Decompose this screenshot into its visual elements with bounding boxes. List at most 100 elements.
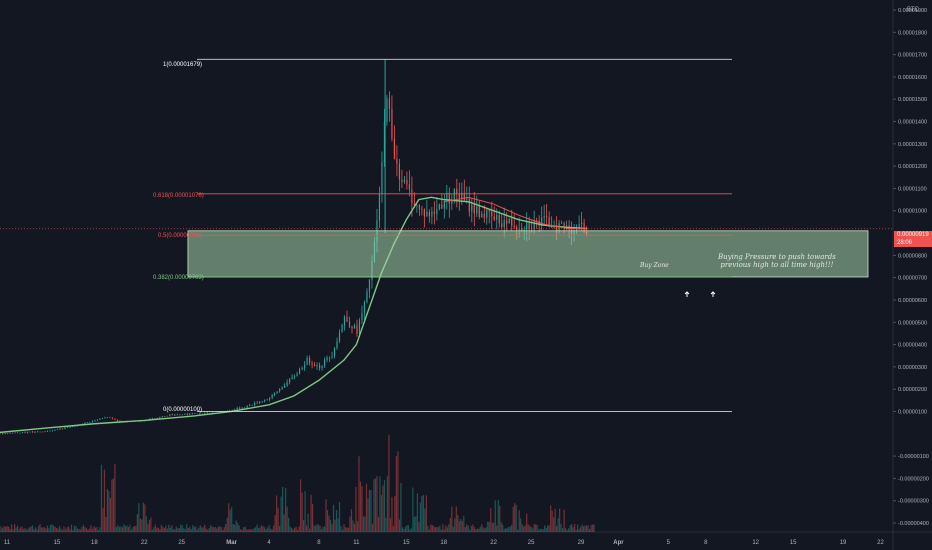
- candle-body: [251, 404, 253, 406]
- candle-body: [356, 325, 358, 334]
- volume-bar: [430, 524, 432, 532]
- volume-bar: [196, 529, 198, 532]
- volume-bar: [2, 528, 4, 532]
- volume-bar: [458, 521, 460, 532]
- volume-bar: [238, 525, 240, 532]
- volume-bar: [389, 518, 392, 532]
- candle-body: [481, 213, 483, 218]
- candle-body: [498, 214, 500, 224]
- volume-bar: [144, 504, 146, 532]
- volume-bar: [580, 526, 582, 532]
- volume-bar: [127, 526, 129, 532]
- volume-bar: [57, 528, 59, 532]
- volume-bar: [520, 518, 522, 532]
- volume-bar: [286, 506, 288, 532]
- candle-body: [279, 389, 281, 392]
- volume-bar: [96, 527, 98, 532]
- volume-bar: [427, 525, 429, 532]
- volume-bar: [288, 517, 290, 532]
- volume-bar: [166, 528, 168, 532]
- y-tick-label: -0.00000200: [898, 476, 929, 482]
- candle-body: [181, 414, 183, 416]
- y-tick-label: -0.00000300: [898, 499, 929, 505]
- candle-body: [581, 222, 583, 225]
- volume-bar: [547, 525, 549, 532]
- volume-bar: [90, 525, 92, 532]
- candle-body: [353, 325, 356, 329]
- candle-body: [473, 204, 475, 214]
- volume-bar: [241, 529, 243, 532]
- volume-bar: [91, 529, 94, 532]
- candle-body: [461, 192, 463, 199]
- volume-bar: [452, 526, 454, 532]
- volume-bar: [425, 495, 427, 532]
- volume-bar: [39, 524, 41, 532]
- candle-body: [411, 189, 413, 204]
- volume-bar: [124, 526, 126, 532]
- volume-bar: [320, 529, 323, 532]
- volume-bar: [353, 523, 356, 532]
- volume-bar: [204, 524, 206, 532]
- volume-bar: [371, 523, 374, 532]
- y-tick-label: 0.00000600: [898, 298, 927, 304]
- candle-body: [458, 193, 460, 199]
- volume-bar: [466, 524, 468, 532]
- x-tick-label: 25: [528, 540, 535, 546]
- candle-body: [488, 209, 490, 212]
- volume-bar: [211, 526, 213, 532]
- volume-bar: [36, 529, 38, 532]
- candle-body: [381, 161, 383, 194]
- volume-bar: [177, 528, 179, 532]
- volume-bar: [106, 488, 109, 532]
- volume-bar: [114, 463, 116, 532]
- volume-bar: [207, 529, 209, 532]
- volume-bar: [569, 525, 571, 532]
- volume-bar: [64, 529, 67, 532]
- volume-bar: [171, 525, 173, 532]
- volume-bar: [338, 502, 341, 532]
- volume-bar: [298, 526, 300, 532]
- candle-body: [256, 402, 258, 404]
- volume-bar: [582, 526, 585, 532]
- candle-body: [363, 301, 366, 313]
- annotation-text: Buying Pressure to push towards previous…: [718, 253, 836, 269]
- y-tick-label: 0.00001500: [898, 97, 927, 103]
- candle-body: [323, 360, 326, 366]
- volume-bar: [485, 527, 487, 532]
- candle-body: [341, 325, 343, 333]
- volume-bar: [115, 527, 118, 532]
- volume-bar: [118, 526, 121, 532]
- candle-body: [236, 407, 238, 410]
- candle-body: [491, 211, 493, 217]
- volume-bar: [488, 521, 490, 532]
- candle-body: [503, 220, 505, 227]
- volume-bar: [587, 525, 589, 532]
- x-tick-label: 15: [403, 540, 410, 546]
- candle-body: [486, 209, 488, 218]
- volume-bar: [470, 525, 472, 532]
- volume-bar: [307, 513, 309, 532]
- candle-body: [511, 218, 513, 226]
- candle-body: [493, 216, 495, 220]
- volume-bar: [34, 527, 37, 532]
- candle-body: [311, 363, 313, 365]
- volume-bar: [397, 451, 399, 532]
- volume-bar: [511, 524, 513, 532]
- volume-bar: [73, 525, 76, 532]
- candle-body: [436, 209, 438, 214]
- volume-bar: [370, 489, 372, 532]
- volume-bar: [186, 524, 188, 532]
- buy-zone: [187, 230, 869, 278]
- x-tick-label: 18: [91, 540, 98, 546]
- candle-body: [471, 204, 473, 212]
- moving-average-red: [443, 196, 588, 230]
- volume-bar: [193, 526, 195, 532]
- volume-bar: [322, 526, 324, 532]
- volume-bar: [365, 483, 368, 532]
- volume-bar: [502, 524, 504, 532]
- volume-bar: [332, 504, 335, 532]
- volume-bar: [276, 495, 278, 532]
- candle-body: [476, 206, 478, 214]
